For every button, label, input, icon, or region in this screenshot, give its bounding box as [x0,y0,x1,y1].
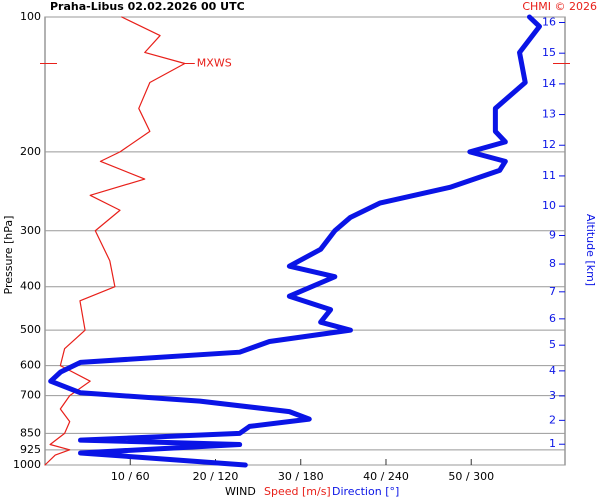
y2-tick-label: 3 [549,389,556,402]
credit: CHMI © 2026 [522,0,597,13]
y2-tick-label: 2 [549,413,556,426]
y-tick-label: 400 [20,280,41,293]
y2-tick-label: 13 [542,108,556,121]
direction-label: Direction [°] [332,485,399,498]
y2-tick-label: 10 [542,199,556,212]
y-tick-label: 700 [20,389,41,402]
y-tick-label: 850 [20,426,41,439]
series-line [48,14,542,468]
y-axis-label: Pressure [hPa] [2,216,15,295]
y2-tick-label: 14 [542,77,556,90]
y2-tick-label: 7 [549,285,556,298]
y2-tick-label: 5 [549,338,556,351]
y2-axis-label: Altitude [km] [584,214,597,286]
y2-tick-label: 9 [549,229,556,242]
y2-tick-label: 4 [549,364,556,377]
y-tick-label: 600 [20,359,41,372]
y2-tick-label: 12 [542,138,556,151]
y-tick-label: 300 [20,224,41,237]
x-tick-label: 50 / 300 [448,470,494,483]
y2-tick-label: 6 [549,312,556,325]
y2-tick-label: 16 [542,16,556,29]
chart-title: Praha-Libus 02.02.2026 00 UTC [50,0,245,13]
x-tick-label: 30 / 180 [278,470,324,483]
x-tick-label: 40 / 240 [363,470,409,483]
x-tick-label: 20 / 120 [193,470,239,483]
y-tick-label: 500 [20,323,41,336]
y-tick-label: 925 [20,443,41,456]
y2-tick-label: 11 [542,169,556,182]
speed-label: Speed [m/s] [264,485,331,498]
series-line [44,16,186,466]
x-axis-label: WIND [225,485,256,498]
y2-tick-label: 8 [549,257,556,270]
annotation: MXWS [197,57,232,70]
y2-tick-label: 15 [542,46,556,59]
x-tick-label: 10 / 60 [111,470,150,483]
y-tick-label: 1000 [13,458,41,471]
y-tick-label: 200 [20,145,41,158]
y2-tick-label: 1 [549,437,556,450]
y-tick-label: 100 [20,10,41,23]
